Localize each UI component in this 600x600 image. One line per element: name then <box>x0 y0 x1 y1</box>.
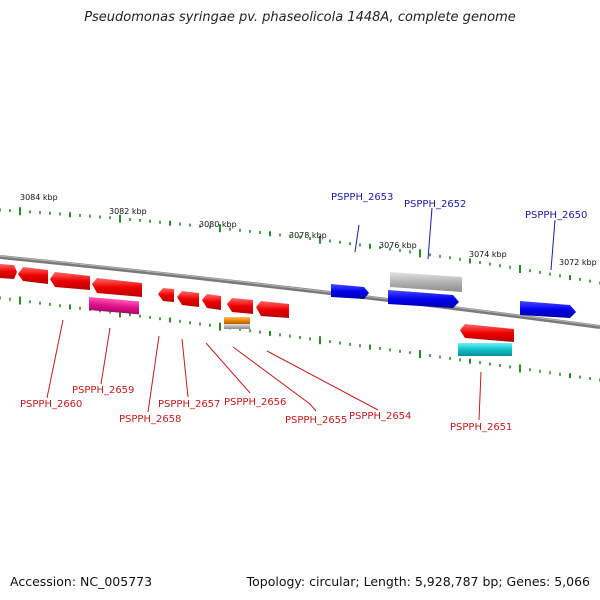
map-title: Pseudomonas syringae pv. phaseolicola 14… <box>84 10 516 25</box>
scale-label-3078: 3078 kbp <box>289 231 327 240</box>
feature-block[interactable] <box>224 317 250 324</box>
scale-label-3084: 3084 kbp <box>20 193 58 202</box>
gene-arrow[interactable] <box>227 298 253 314</box>
scale-label-3076: 3076 kbp <box>379 241 417 250</box>
gene-arrow[interactable] <box>92 278 142 297</box>
gene-arrow[interactable] <box>0 264 17 279</box>
scale-label-3080: 3080 kbp <box>199 220 237 229</box>
scale-label-3072: 3072 kbp <box>559 258 597 267</box>
gene-arrow[interactable] <box>460 324 514 342</box>
gene-arrow[interactable] <box>158 288 174 302</box>
reverse-gene-labels: PSPPH_2660 PSPPH_2659 PSPPH_2658 PSPPH_2… <box>20 385 512 433</box>
gene-label-2655[interactable]: PSPPH_2655 <box>285 415 347 426</box>
scale-label-3074: 3074 kbp <box>469 250 507 259</box>
gene-arrow[interactable] <box>50 272 90 290</box>
gene-arrow[interactable] <box>256 301 289 318</box>
forward-genes <box>331 272 576 318</box>
scale-ticks-upper <box>0 207 600 285</box>
feature-block[interactable] <box>390 272 462 292</box>
gene-arrow[interactable] <box>177 291 199 307</box>
reverse-genes <box>0 264 514 356</box>
gene-label-2660[interactable]: PSPPH_2660 <box>20 399 82 410</box>
gene-arrow[interactable] <box>331 284 369 299</box>
gene-label-2657[interactable]: PSPPH_2657 <box>158 399 220 410</box>
gene-label-2658[interactable]: PSPPH_2658 <box>119 414 181 425</box>
accession-text: Accession: NC_005773 <box>10 574 153 589</box>
scale-label-3082: 3082 kbp <box>109 207 147 216</box>
gene-arrow[interactable] <box>520 301 576 318</box>
gene-label-2654[interactable]: PSPPH_2654 <box>349 411 411 422</box>
gene-label-2651[interactable]: PSPPH_2651 <box>450 422 512 433</box>
gene-label-2652[interactable]: PSPPH_2652 <box>404 199 466 210</box>
feature-block[interactable] <box>89 297 139 315</box>
gene-label-2650[interactable]: PSPPH_2650 <box>525 210 587 221</box>
genome-backbone <box>0 255 600 329</box>
feature-block[interactable] <box>458 343 512 356</box>
scale-labels: 3084 kbp 3082 kbp 3080 kbp 3078 kbp 3076… <box>20 193 597 267</box>
gene-label-2656[interactable]: PSPPH_2656 <box>224 397 286 408</box>
genome-summary-text: Topology: circular; Length: 5,928,787 bp… <box>246 574 590 589</box>
gene-arrow[interactable] <box>18 267 48 284</box>
gene-arrow[interactable] <box>388 290 459 308</box>
forward-gene-labels: PSPPH_2653 PSPPH_2652 PSPPH_2650 <box>331 192 587 221</box>
feature-block[interactable] <box>224 324 250 329</box>
label-leaders <box>46 207 556 421</box>
gene-label-2653[interactable]: PSPPH_2653 <box>331 192 393 203</box>
gene-arrow[interactable] <box>202 294 221 310</box>
gene-label-2659[interactable]: PSPPH_2659 <box>72 385 134 396</box>
